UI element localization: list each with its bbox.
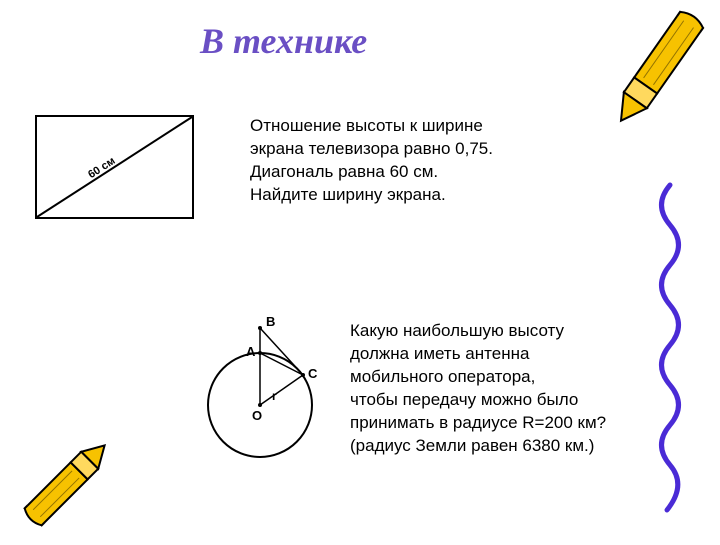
crayon-top-right-icon: [595, 0, 720, 140]
p1-line2: экрана телевизора равно 0,75.: [250, 138, 493, 161]
p2-line4: чтобы передачу можно было: [350, 389, 606, 412]
p1-line4: Найдите ширину экрана.: [250, 184, 493, 207]
circle-label-b: B: [266, 314, 275, 329]
squiggle-decoration-icon: [645, 180, 695, 520]
circle-label-c: C: [308, 366, 318, 381]
problem-1-text: Отношение высоты к ширине экрана телевиз…: [250, 115, 493, 207]
tv-diagonal-line: [37, 117, 192, 217]
earth-circle-diagram: A B C O r: [190, 310, 330, 460]
p1-line1: Отношение высоты к ширине: [250, 115, 493, 138]
p2-line5: принимать в радиусе R=200 км?: [350, 412, 606, 435]
page-title: В технике: [200, 20, 367, 62]
circle-label-r: r: [272, 389, 277, 403]
p2-line2: должна иметь антенна: [350, 343, 606, 366]
crayon-bottom-left-icon: [0, 415, 145, 545]
circle-label-a: A: [246, 344, 256, 359]
circle-label-o: O: [252, 408, 262, 423]
p2-line3: мобильного оператора,: [350, 366, 606, 389]
problem-2-text: Какую наибольшую высоту должна иметь ант…: [350, 320, 606, 458]
p2-line6: (радиус Земли равен 6380 км.): [350, 435, 606, 458]
tv-rectangle-diagram: 60 см: [35, 115, 194, 219]
p1-line3: Диагональ равна 60 см.: [250, 161, 493, 184]
p2-line1: Какую наибольшую высоту: [350, 320, 606, 343]
